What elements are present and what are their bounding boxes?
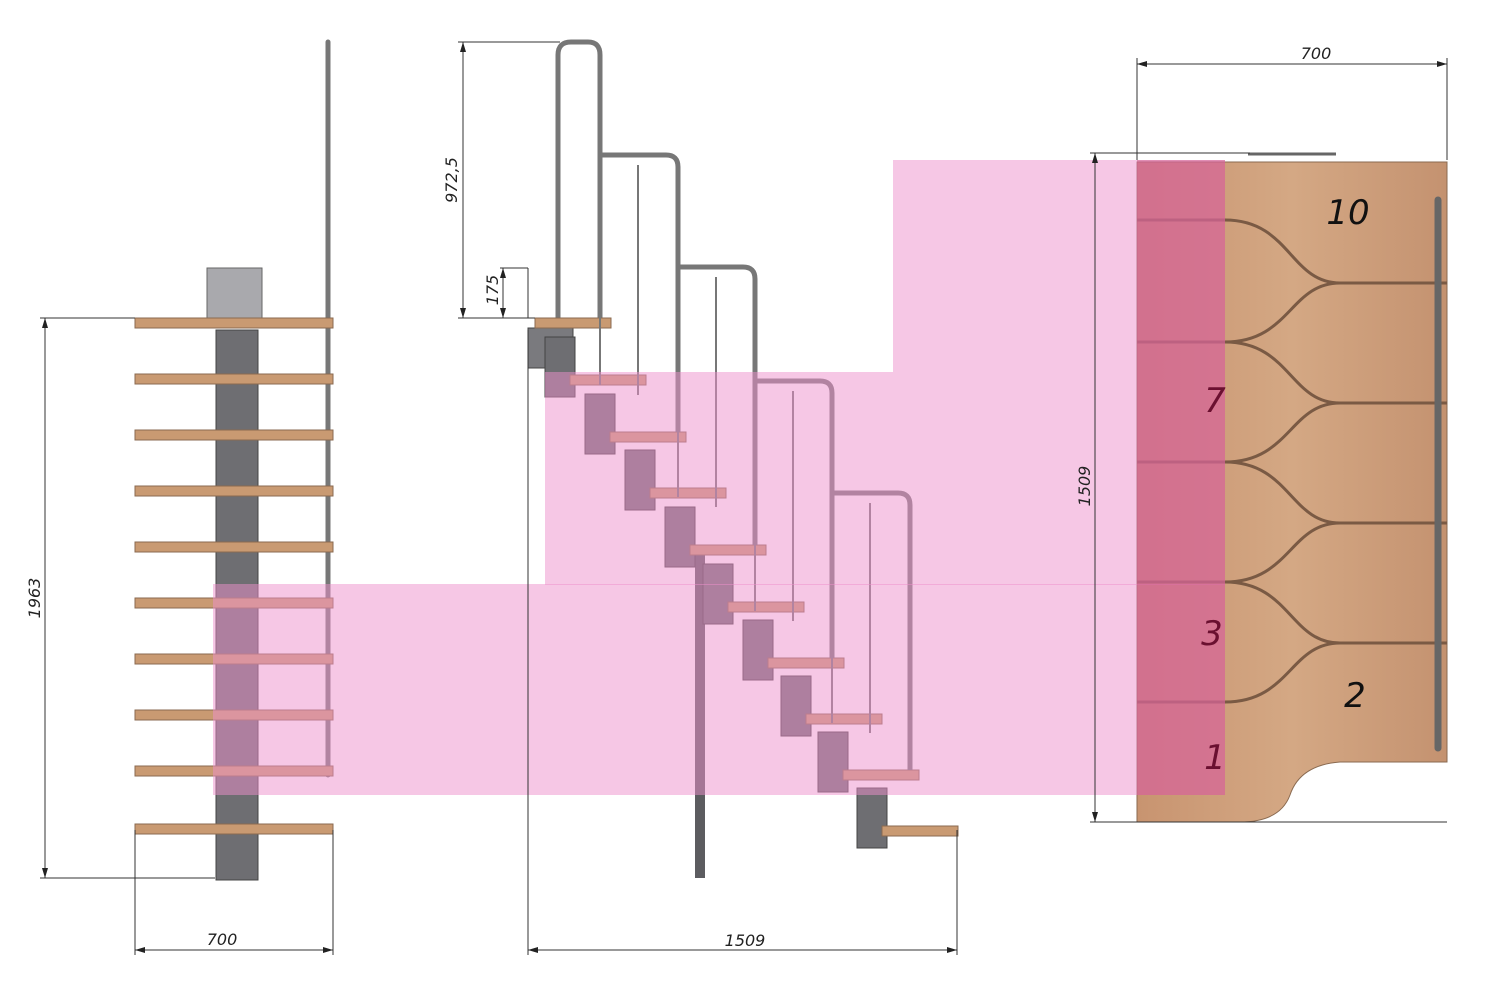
highlight-lower	[213, 584, 1225, 795]
dimensions	[40, 41, 1448, 955]
step-number-3: 3	[1201, 614, 1223, 654]
dim-1509-plan-label: 1509	[1075, 466, 1094, 507]
step-number-10: 10	[1326, 193, 1369, 233]
side-tread	[134, 429, 334, 441]
dim-175-label: 175	[483, 275, 502, 306]
front-tread	[881, 825, 959, 837]
step-number-1: 1	[1204, 738, 1226, 778]
highlight-overlay	[213, 160, 1225, 795]
winder-line	[1137, 460, 1447, 525]
winder-line	[1137, 281, 1447, 344]
step-number-2: 2	[1344, 676, 1366, 716]
handrail-u	[555, 39, 603, 318]
winder-line	[1137, 340, 1447, 405]
winder-line	[1137, 641, 1447, 704]
side-tread	[134, 317, 334, 329]
top-mount-plate	[206, 267, 263, 321]
dim-700-side-label: 700	[207, 930, 238, 949]
step-bracket	[856, 787, 888, 849]
winder-line	[1137, 521, 1447, 584]
highlight-plan-strip	[1137, 160, 1225, 795]
handrail-segment	[678, 264, 758, 545]
side-tread	[134, 541, 334, 553]
dim-972-label: 972,5	[442, 157, 461, 203]
winder-line	[1137, 580, 1447, 645]
highlight-upper	[545, 160, 1225, 585]
dim-1963-label: 1963	[25, 578, 44, 619]
front-tread	[534, 317, 612, 329]
winder-line	[1137, 401, 1447, 464]
side-tread	[134, 373, 334, 385]
dim-1509-front-label: 1509	[725, 931, 766, 950]
step-number-7: 7	[1204, 381, 1226, 421]
side-tread	[134, 485, 334, 497]
winder-line	[1137, 218, 1447, 285]
dim-700-plan-label: 700	[1301, 44, 1332, 63]
handrail-segment	[600, 152, 681, 432]
side-tread	[134, 823, 334, 835]
